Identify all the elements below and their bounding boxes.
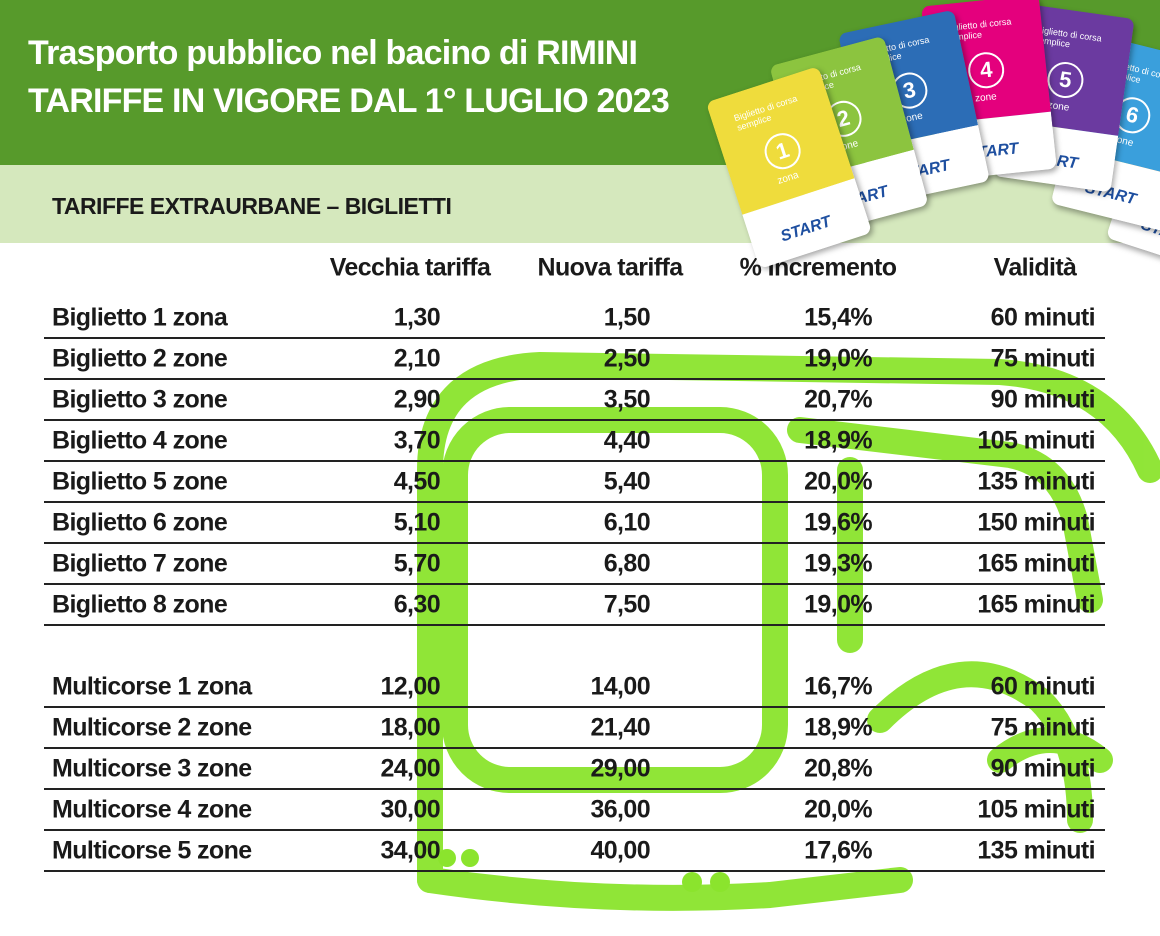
title: Trasporto pubblico nel bacino di RIMINI [28,34,638,72]
cell: 6,80 [603,549,651,578]
row-label: Multicorse 5 zone [52,836,252,865]
row-label: Biglietto 2 zone [52,344,228,373]
cell: 20,0% [804,467,872,496]
row-divider [44,788,1105,790]
cell: 135 minuti [977,836,1095,865]
cell: 150 minuti [977,508,1095,537]
cell: 20,0% [804,795,872,824]
cell: 19,0% [804,344,872,373]
row-divider [44,378,1105,380]
cell: 90 minuti [990,754,1096,783]
cell: 105 minuti [977,426,1095,455]
row-divider [44,542,1105,544]
row-divider [44,501,1105,503]
cell: 60 minuti [990,672,1096,701]
row-divider [44,419,1105,421]
cell: 3,70 [393,426,441,455]
cell: 2,90 [393,385,441,414]
row-label: Biglietto 4 zone [52,426,228,455]
cell: 105 minuti [977,795,1095,824]
cell: 15,4% [804,303,872,332]
cell: 4,40 [603,426,651,455]
cell: 2,50 [603,344,651,373]
row-label: Multicorse 4 zone [52,795,252,824]
cell: 60 minuti [990,303,1096,332]
row-label: Biglietto 6 zone [52,508,228,537]
cell: 29,00 [590,754,650,783]
row-label: Biglietto 5 zone [52,467,228,496]
cell: 40,00 [590,836,650,865]
cell: 6,30 [393,590,441,619]
cell: 12,00 [380,672,440,701]
cell: 21,40 [590,713,650,742]
cell: 24,00 [380,754,440,783]
cell: 2,10 [393,344,441,373]
column-header: Validità [993,253,1077,282]
cell: 34,00 [380,836,440,865]
row-divider [44,460,1105,462]
cell: 19,0% [804,590,872,619]
row-label: Biglietto 8 zone [52,590,228,619]
cell: 3,50 [603,385,651,414]
cell: 5,10 [393,508,441,537]
row-label: Multicorse 1 zona [52,672,252,701]
cell: 165 minuti [977,590,1095,619]
cell: 19,3% [804,549,872,578]
row-divider [44,747,1105,749]
cell: 1,30 [393,303,441,332]
column-header: Nuova tariffa [537,253,683,282]
cell: 20,7% [804,385,872,414]
cell: 4,50 [393,467,441,496]
cell: 19,6% [804,508,872,537]
cell: 18,9% [804,426,872,455]
cell: 20,8% [804,754,872,783]
row-label: Biglietto 3 zone [52,385,228,414]
cell: 36,00 [590,795,650,824]
cell: 18,00 [380,713,440,742]
row-label: Multicorse 2 zone [52,713,252,742]
row-divider [44,583,1105,585]
ticket-unit: zone [974,91,998,105]
row-divider [44,829,1105,831]
row-divider [44,337,1105,339]
cell: 75 minuti [990,344,1096,373]
cell: 1,50 [603,303,651,332]
cell: 5,40 [603,467,651,496]
cell: 16,7% [804,672,872,701]
cell: 6,10 [603,508,651,537]
row-divider [44,706,1105,708]
cell: 18,9% [804,713,872,742]
title: TARIFFE IN VIGORE DAL 1° LUGLIO 2023 [28,82,670,120]
cell: 75 minuti [990,713,1096,742]
row-divider [44,870,1105,872]
cell: 30,00 [380,795,440,824]
row-label: Multicorse 3 zone [52,754,252,783]
row-divider [44,624,1105,626]
cell: 90 minuti [990,385,1096,414]
row-label: Biglietto 7 zone [52,549,228,578]
cell: 5,70 [393,549,441,578]
cell: 17,6% [804,836,872,865]
cell: 14,00 [590,672,650,701]
cell: 135 minuti [977,467,1095,496]
section-title: TARIFFE EXTRAURBANE – BIGLIETTI [52,193,452,219]
row-label: Biglietto 1 zona [52,303,228,332]
column-header: Vecchia tariffa [329,253,491,282]
cell: 7,50 [603,590,651,619]
cell: 165 minuti [977,549,1095,578]
